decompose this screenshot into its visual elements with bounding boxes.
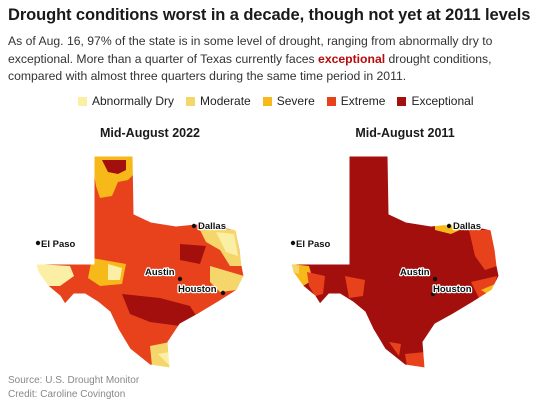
city-label-el-paso: El Paso: [41, 239, 76, 250]
legend-label: Severe: [276, 94, 315, 108]
city-marker-el-paso: [35, 240, 41, 246]
legend-item-extreme: Extreme: [326, 94, 386, 108]
legend-label: Extreme: [340, 94, 386, 108]
legend-swatch: [397, 96, 407, 106]
city-marker-el-paso: [290, 240, 296, 246]
legend-swatch: [78, 96, 87, 106]
description-highlight: exceptional: [318, 51, 386, 66]
map-2011: Mid-August 2011 El Paso Dallas Austin Ho…: [285, 122, 525, 372]
texas-map-2011: El Paso Dallas Austin Houston: [290, 155, 500, 369]
chart-title: Drought conditions worst in a decade, th…: [8, 6, 531, 24]
description-text-1: As of Aug. 16, 97% of the state is in so…: [8, 34, 493, 66]
south-tip-extreme-region: [405, 352, 425, 368]
map-2022: Mid-August 2022 El Paso Dallas: [30, 122, 270, 372]
city-marker-houston: [430, 291, 436, 297]
legend-item-severe: Severe: [262, 94, 315, 108]
state-outline-2022: [35, 155, 245, 369]
city-label-austin: Austin: [400, 267, 430, 278]
city-marker-austin: [432, 276, 438, 282]
source-note: Source: U.S. Drought Monitor: [8, 375, 140, 386]
legend-item-abnormally-dry: Abnormally Dry: [78, 94, 174, 108]
credit-note: Credit: Caroline Covington: [8, 389, 126, 400]
footer: Source: U.S. Drought Monitor Credit: Car…: [8, 374, 139, 402]
legend-swatch: [186, 96, 196, 106]
legend-label: Exceptional: [411, 94, 474, 108]
city-marker-dallas: [191, 223, 197, 229]
city-marker-houston: [220, 290, 226, 296]
north-moderate-region: [138, 204, 162, 218]
city-label-austin: Austin: [145, 267, 175, 278]
city-label-dallas: Dallas: [198, 221, 226, 232]
city-label-houston: Houston: [433, 284, 472, 295]
texas-map-2022: El Paso Dallas Austin Houston: [35, 155, 245, 369]
south-extreme-region: [389, 342, 401, 356]
east-moderate-region: [210, 266, 244, 292]
west-extreme-region: [307, 272, 325, 296]
panhandle-exceptional-region: [102, 160, 126, 174]
south-tip-dry-region: [158, 352, 170, 366]
legend: Abnormally Dry Moderate Severe Extreme E…: [78, 94, 474, 108]
city-label-dallas: Dallas: [453, 221, 481, 232]
state-outline-2011: [290, 155, 500, 369]
legend-swatch: [262, 96, 272, 106]
city-marker-austin: [177, 276, 183, 282]
legend-label: Abnormally Dry: [92, 94, 175, 108]
chart-description: As of Aug. 16, 97% of the state is in so…: [8, 33, 543, 86]
far-west-dry-region: [36, 264, 74, 286]
legend-label: Moderate: [200, 94, 251, 108]
map-title-2022: Mid-August 2022: [99, 126, 200, 140]
legend-item-moderate: Moderate: [186, 94, 251, 108]
description-text-2: drought conditions, compared with almost…: [8, 51, 492, 84]
central-exceptional-region: [180, 244, 206, 264]
legend-item-exceptional: Exceptional: [397, 94, 474, 108]
northeast-extreme-region: [469, 230, 497, 270]
map-title-2011: Mid-August 2011: [355, 126, 455, 140]
south-central-exceptional-region: [122, 294, 200, 326]
west-dry-region: [108, 264, 122, 280]
city-marker-dallas: [446, 223, 452, 229]
northeast-dry-region: [216, 232, 238, 256]
legend-swatch: [326, 96, 336, 106]
trans-pecos-extreme-region: [345, 276, 365, 298]
city-label-houston: Houston: [178, 284, 217, 295]
city-label-el-paso: El Paso: [296, 239, 331, 250]
